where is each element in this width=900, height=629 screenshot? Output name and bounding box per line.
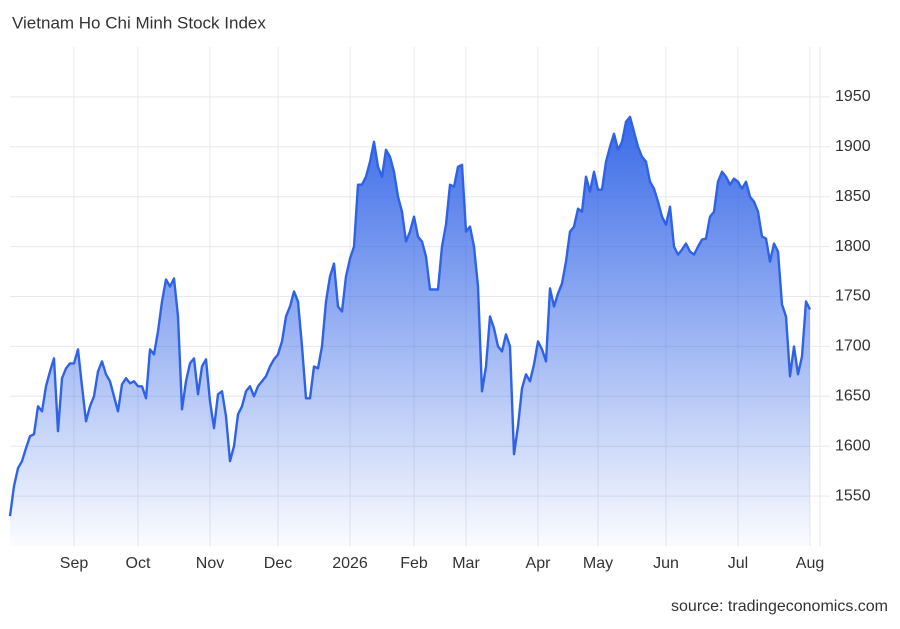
x-tick-label: Aug bbox=[796, 555, 824, 572]
x-tick-label: Feb bbox=[400, 555, 428, 572]
y-tick-label: 1850 bbox=[835, 188, 871, 205]
source: source: tradingeconomics.com bbox=[671, 598, 888, 615]
y-tick-label: 1900 bbox=[835, 138, 871, 155]
y-tick-label: 1550 bbox=[835, 487, 871, 504]
x-tick-label: Nov bbox=[196, 555, 224, 572]
area bbox=[10, 116, 810, 547]
x-tick-label: Jun bbox=[653, 555, 679, 572]
y-tick-label: 1950 bbox=[835, 88, 871, 105]
x-tick-label: Dec bbox=[264, 555, 292, 572]
x-tick-label: May bbox=[583, 555, 613, 572]
x-tick-label: Oct bbox=[126, 555, 151, 572]
chart-title: Vietnam Ho Chi Minh Stock Index bbox=[12, 13, 266, 32]
y-tick-label: 1800 bbox=[835, 238, 871, 255]
line bbox=[8, 115, 812, 517]
y-tick-label: 1750 bbox=[835, 288, 871, 305]
x-tick-label: Apr bbox=[526, 555, 552, 572]
x-tick-label: Jul bbox=[728, 555, 748, 572]
y-tick-label: 1650 bbox=[835, 388, 871, 405]
x-tick-label: Mar bbox=[452, 555, 480, 572]
y-tick-label: 1700 bbox=[835, 338, 871, 355]
x-tick-label: 2026 bbox=[332, 555, 368, 572]
x-tick-label: Sep bbox=[60, 555, 89, 572]
y-tick-label: 1600 bbox=[835, 437, 871, 454]
